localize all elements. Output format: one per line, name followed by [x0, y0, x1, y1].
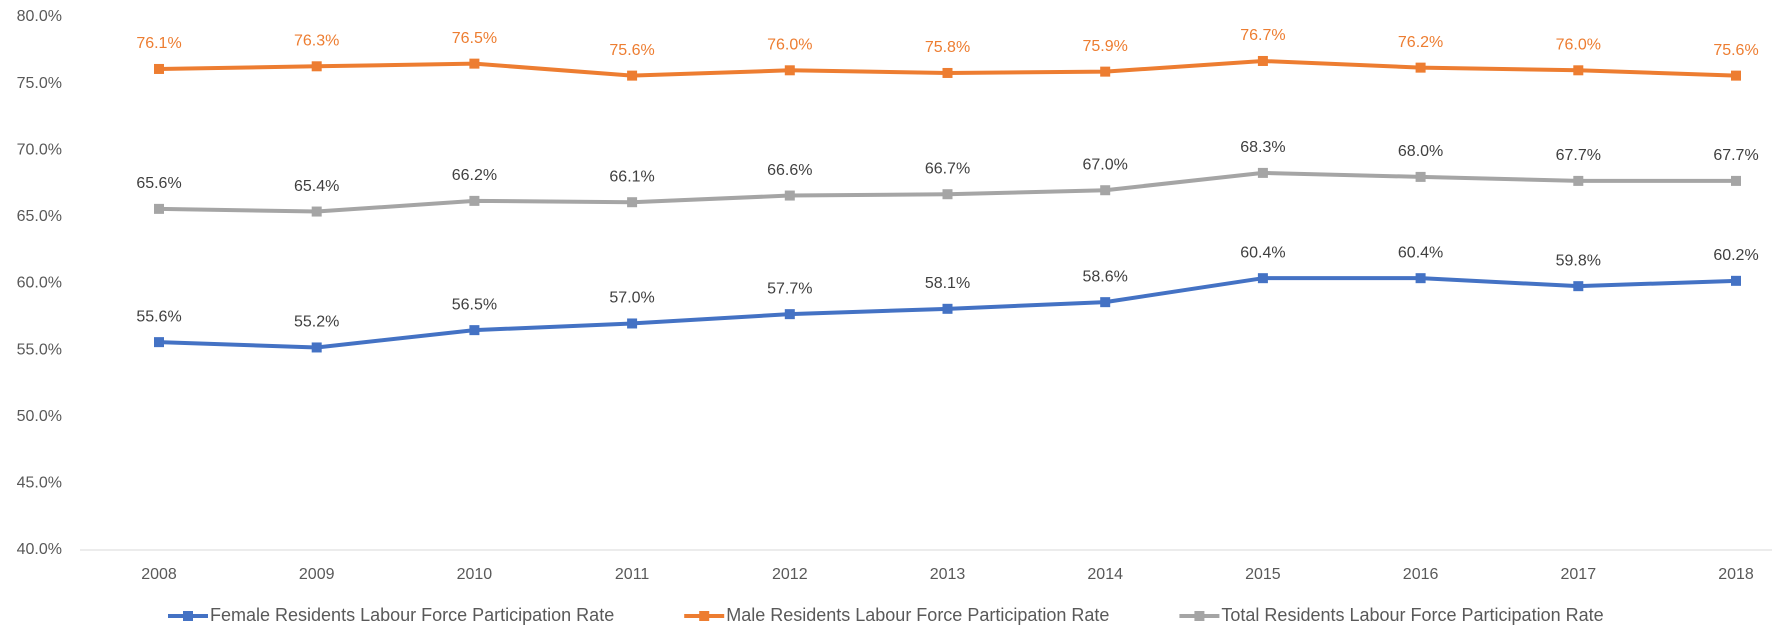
data-label: 60.4% [1398, 244, 1443, 261]
data-label: 76.2% [1398, 34, 1443, 51]
data-label: 67.7% [1713, 147, 1758, 164]
legend-marker [1194, 611, 1205, 621]
y-tick-label: 70.0% [17, 141, 62, 158]
marker [1573, 175, 1584, 186]
data-label: 65.4% [294, 178, 339, 195]
marker [1731, 275, 1741, 286]
marker [311, 206, 322, 217]
marker [154, 63, 164, 74]
data-label: 67.0% [1083, 156, 1128, 173]
data-label: 66.2% [452, 167, 497, 184]
data-label: 76.7% [1240, 27, 1285, 44]
marker [469, 325, 480, 336]
marker [311, 342, 322, 353]
data-label: 55.6% [136, 308, 181, 325]
y-tick-label: 65.0% [17, 208, 62, 225]
x-tick-label: 2015 [1245, 566, 1281, 583]
marker [311, 61, 322, 72]
marker [942, 67, 953, 78]
marker [1573, 281, 1584, 292]
marker [1731, 70, 1741, 81]
data-label: 57.0% [609, 290, 654, 307]
data-label: 60.4% [1240, 244, 1285, 261]
legend-text: Male Residents Labour Force Participatio… [726, 605, 1109, 625]
x-tick-label: 2010 [457, 566, 493, 583]
data-label: 76.3% [294, 33, 339, 50]
data-label: 76.5% [452, 30, 497, 47]
y-tick-label: 40.0% [17, 541, 62, 558]
marker [469, 58, 480, 69]
y-tick-label: 50.0% [17, 408, 62, 425]
data-label: 55.2% [294, 314, 339, 331]
data-label: 76.1% [136, 35, 181, 52]
marker [1257, 55, 1268, 66]
data-label: 58.1% [925, 275, 970, 292]
legend-marker [183, 611, 193, 621]
y-tick-label: 45.0% [17, 475, 62, 492]
data-label: 68.0% [1398, 143, 1443, 160]
marker [469, 195, 480, 206]
marker [1415, 171, 1426, 182]
marker [1731, 175, 1741, 186]
x-tick-label: 2017 [1561, 566, 1597, 583]
data-label: 59.8% [1556, 252, 1601, 269]
y-tick-label: 60.0% [17, 275, 62, 292]
data-label: 66.1% [609, 168, 654, 185]
marker [154, 203, 164, 214]
marker [784, 190, 795, 201]
marker [942, 303, 953, 314]
data-label: 60.2% [1713, 247, 1758, 264]
y-tick-label: 75.0% [17, 75, 62, 92]
x-tick-label: 2016 [1403, 566, 1439, 583]
data-label: 56.5% [452, 296, 497, 313]
marker [1415, 273, 1426, 284]
x-tick-label: 2013 [930, 566, 966, 583]
data-label: 75.6% [1713, 42, 1758, 59]
legend-marker [699, 611, 710, 621]
data-label: 68.3% [1240, 139, 1285, 156]
x-tick-label: 2012 [772, 566, 808, 583]
x-tick-label: 2009 [299, 566, 335, 583]
data-label: 66.7% [925, 160, 970, 177]
data-label: 66.6% [767, 162, 812, 179]
x-tick-label: 2018 [1718, 566, 1754, 583]
data-label: 75.8% [925, 39, 970, 56]
data-label: 75.9% [1083, 38, 1128, 55]
x-tick-label: 2014 [1087, 566, 1123, 583]
data-label: 65.6% [136, 175, 181, 192]
marker [627, 318, 638, 329]
marker [1100, 297, 1111, 308]
x-tick-label: 2011 [615, 566, 650, 583]
data-label: 57.7% [767, 280, 812, 297]
data-label: 75.6% [609, 42, 654, 59]
x-tick-label: 2008 [141, 566, 177, 583]
legend-text: Total Residents Labour Force Participati… [1221, 605, 1603, 625]
data-label: 76.0% [1556, 37, 1601, 54]
marker [1573, 65, 1584, 76]
marker [1100, 66, 1111, 77]
legend-text: Female Residents Labour Force Participat… [210, 605, 614, 625]
marker [154, 337, 164, 348]
marker [784, 65, 795, 76]
marker [942, 189, 953, 200]
marker [627, 197, 638, 208]
marker [627, 70, 638, 81]
data-label: 67.7% [1556, 147, 1601, 164]
marker [1100, 185, 1111, 196]
marker [1257, 273, 1268, 284]
marker [1415, 62, 1426, 73]
marker [784, 309, 795, 320]
marker [1257, 167, 1268, 178]
data-label: 58.6% [1083, 268, 1128, 285]
y-tick-label: 55.0% [17, 341, 62, 358]
data-label: 76.0% [767, 37, 812, 54]
y-tick-label: 80.0% [17, 8, 62, 25]
